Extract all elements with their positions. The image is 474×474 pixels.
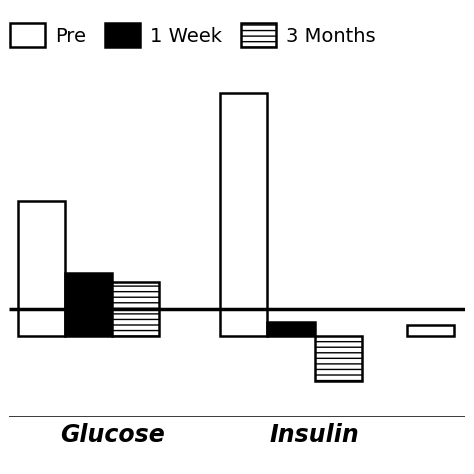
Bar — [267, 322, 315, 336]
Text: Glucose: Glucose — [60, 423, 164, 447]
Legend: Pre, 1 Week, 3 Months: Pre, 1 Week, 3 Months — [10, 23, 376, 47]
Bar — [18, 201, 65, 336]
Bar — [220, 93, 267, 336]
Text: Insulin: Insulin — [270, 423, 359, 447]
Bar — [315, 336, 362, 381]
Bar — [112, 282, 159, 336]
Bar — [407, 325, 455, 336]
Bar — [65, 273, 112, 336]
